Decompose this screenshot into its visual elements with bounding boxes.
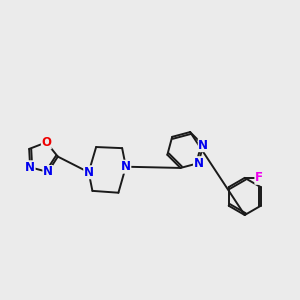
Text: N: N bbox=[25, 161, 35, 174]
Text: N: N bbox=[194, 157, 203, 169]
Text: N: N bbox=[84, 166, 94, 179]
Text: N: N bbox=[121, 160, 131, 173]
Text: N: N bbox=[43, 166, 53, 178]
Text: O: O bbox=[41, 136, 51, 149]
Text: F: F bbox=[255, 171, 263, 184]
Text: N: N bbox=[198, 139, 208, 152]
